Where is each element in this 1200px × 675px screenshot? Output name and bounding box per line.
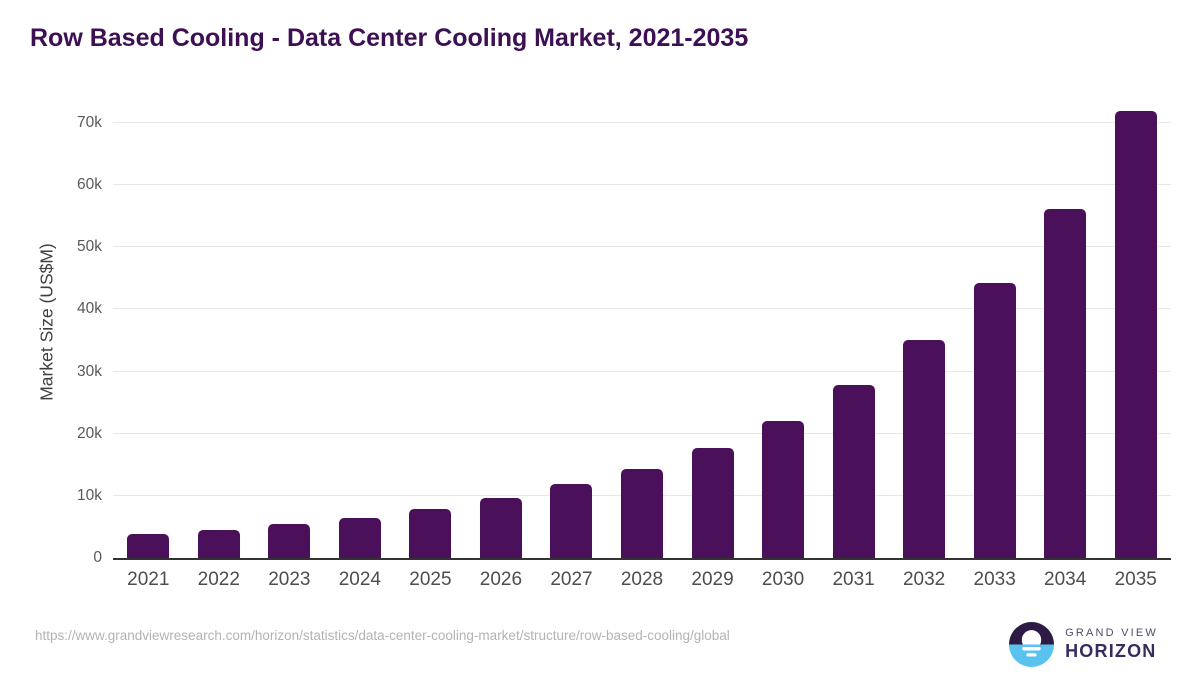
bar-2033[interactable]	[973, 282, 1016, 558]
y-tick-label-30k: 30k	[77, 362, 102, 380]
source-url: https://www.grandviewresearch.com/horizo…	[35, 628, 730, 643]
bar-slot-2027	[536, 98, 607, 558]
x-tick-label-2024: 2024	[338, 569, 381, 590]
y-tick-label-40k: 40k	[77, 300, 102, 318]
x-tick-label-2035: 2035	[1114, 569, 1157, 590]
bar-2021[interactable]	[127, 533, 170, 558]
bar-2026[interactable]	[479, 498, 522, 558]
gridline-50k	[113, 246, 1171, 248]
bar-slot-2033	[959, 98, 1030, 558]
grand-view-horizon-logo: GRAND VIEW HORIZON	[1009, 622, 1158, 667]
bar-slot-2025	[395, 98, 466, 558]
chart-title: Row Based Cooling - Data Center Cooling …	[30, 24, 749, 52]
x-tick-label-2034: 2034	[1044, 569, 1087, 590]
bar-slot-2021	[113, 98, 184, 558]
plot-area: 0 10k 20k 30k 40k 50k 60k 70k 2021 2022 2023 2024 2…	[77, 98, 1171, 590]
bar-2025[interactable]	[409, 508, 452, 558]
sunrise-horizon-logo-icon	[1009, 622, 1055, 667]
bar-slot-2026	[466, 98, 537, 558]
y-tick-label-20k: 20k	[77, 424, 102, 442]
x-axis-labels: 2021 2022 2023 2024 2025 2026 2027 2028 2029 2030…	[113, 569, 1171, 591]
y-tick-label-60k: 60k	[77, 176, 102, 194]
bar-2022[interactable]	[197, 530, 240, 558]
bar-slot-2029	[677, 98, 748, 558]
x-tick-label-2025: 2025	[409, 569, 452, 590]
x-tick-label-2029: 2029	[691, 569, 734, 590]
bar-2028[interactable]	[620, 468, 663, 558]
bar-slot-2022	[184, 98, 255, 558]
x-tick-label-2027: 2027	[550, 569, 593, 590]
bar-2024[interactable]	[338, 517, 381, 558]
bar-2031[interactable]	[832, 385, 875, 558]
y-tick-label-0: 0	[93, 549, 102, 566]
bar-slot-2028	[607, 98, 678, 558]
x-tick-label-2023: 2023	[268, 569, 311, 590]
logo-wordmark: GRAND VIEW HORIZON	[1065, 627, 1158, 663]
bar-slot-2032	[889, 98, 960, 558]
bars	[113, 98, 1171, 558]
bar-slot-2024	[325, 98, 396, 558]
logo-brand-line2: HORIZON	[1065, 640, 1157, 661]
y-tick-label-10k: 10k	[77, 486, 102, 504]
gridline-70k	[113, 121, 1171, 123]
y-tick-label-50k: 50k	[77, 238, 102, 256]
bar-2034[interactable]	[1044, 208, 1087, 558]
x-tick-label-2022: 2022	[197, 569, 240, 590]
bar-slot-2030	[748, 98, 819, 558]
bar-slot-2031	[818, 98, 889, 558]
bar-2030[interactable]	[762, 420, 805, 558]
gridline-30k	[113, 370, 1171, 372]
bar-2027[interactable]	[550, 484, 593, 558]
x-tick-label-2028: 2028	[620, 569, 664, 590]
y-axis-title: Market Size (US$M)	[36, 243, 57, 401]
bar-2032[interactable]	[903, 340, 946, 558]
x-tick-label-2021: 2021	[127, 569, 170, 590]
bar-2023[interactable]	[268, 524, 311, 558]
bar-slot-2035	[1100, 98, 1171, 558]
y-tick-label-70k: 70k	[77, 113, 102, 131]
x-tick-label-2032: 2032	[902, 569, 946, 590]
gridline-40k	[113, 308, 1171, 310]
bar-2029[interactable]	[691, 447, 734, 558]
gridline-20k	[113, 432, 1171, 434]
bar-2035[interactable]	[1114, 111, 1157, 558]
bar-slot-2023	[254, 98, 325, 558]
bar-slot-2034	[1030, 98, 1101, 558]
gridline-60k	[113, 184, 1171, 186]
x-tick-label-2026: 2026	[479, 569, 523, 590]
x-tick-label-2033: 2033	[973, 569, 1016, 590]
logo-brand-line1: GRAND VIEW	[1065, 626, 1158, 639]
x-tick-label-2030: 2030	[761, 569, 805, 590]
x-tick-label-2031: 2031	[832, 569, 875, 590]
